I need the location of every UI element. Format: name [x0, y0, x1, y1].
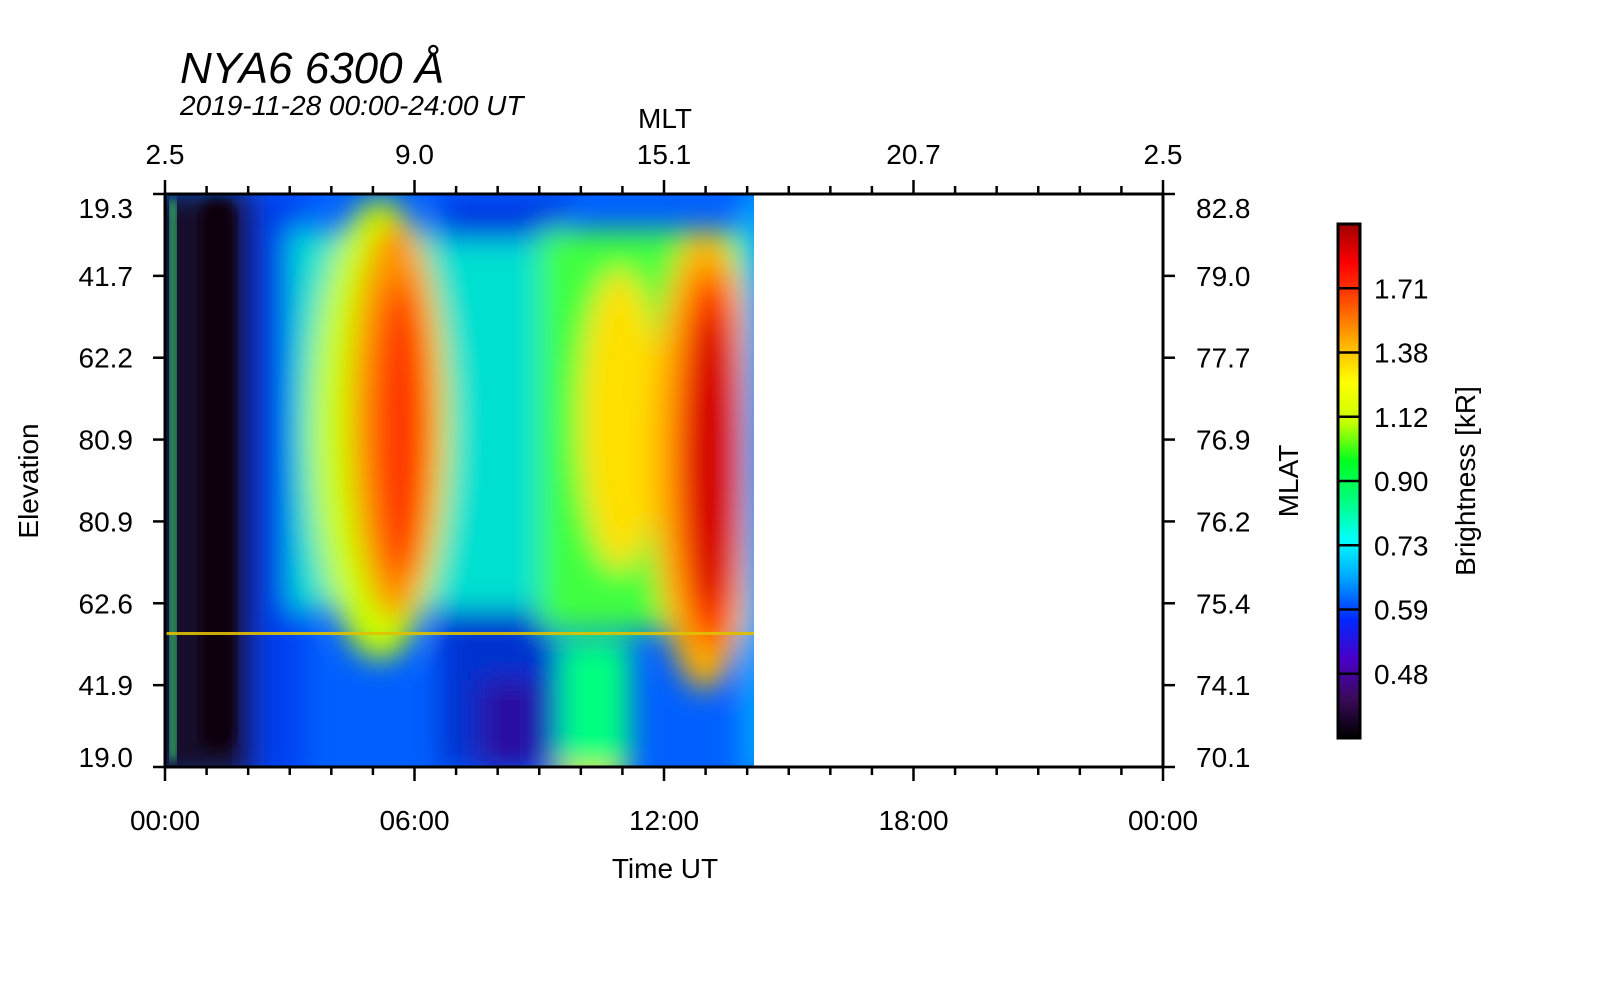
y-right-tick-label: 76.2 [1196, 506, 1251, 537]
axis-ticks [153, 180, 1175, 781]
colorbar-tick-label: 0.73 [1374, 530, 1429, 561]
colorbar-tick-label: 0.48 [1374, 659, 1429, 690]
y-right-tick-label: 79.0 [1196, 261, 1251, 292]
y-right-tick-label: 70.1 [1196, 742, 1251, 773]
x-axis-label: Time UT [612, 853, 718, 884]
y-tick-label: 80.9 [79, 425, 134, 456]
x-tick-label: 12:00 [629, 805, 699, 836]
y-tick-label: 19.0 [79, 742, 134, 773]
y-right-tick-label: 75.4 [1196, 588, 1251, 619]
y-tick-label: 62.2 [79, 343, 134, 374]
colorbar-tick-label: 0.90 [1374, 466, 1429, 497]
y-right-tick-label: 74.1 [1196, 670, 1251, 701]
y-axis-label: Elevation [13, 423, 44, 538]
y-right-axis-label: MLAT [1273, 445, 1304, 518]
x-top-tick-label: 9.0 [395, 139, 434, 170]
x-top-tick-label: 15.1 [637, 139, 692, 170]
colorbar-tick-label: 0.59 [1374, 595, 1429, 626]
colorbar-label: Brightness [kR] [1450, 386, 1481, 576]
y-right-tick-label: 82.8 [1196, 193, 1251, 224]
x-top-axis-label: MLT [638, 103, 692, 134]
x-tick-label: 00:00 [1128, 805, 1198, 836]
y-tick-label: 62.6 [79, 588, 134, 619]
y-right-tick-label: 77.7 [1196, 343, 1251, 374]
x-tick-label: 00:00 [130, 805, 200, 836]
y-right-tick-label: 76.9 [1196, 425, 1251, 456]
x-top-tick-label: 2.5 [1144, 139, 1183, 170]
colorbar-tick-label: 1.12 [1374, 402, 1429, 433]
y-tick-label: 19.3 [79, 193, 134, 224]
chart-subtitle: 2019-11-28 00:00-24:00 UT [180, 90, 524, 121]
colorbar: 1.71 1.38 1.12 0.90 0.73 0.59 0.48 [1336, 222, 1429, 740]
y-tick-label: 41.7 [79, 261, 134, 292]
heatmap-image [165, 194, 754, 767]
y-tick-label: 41.9 [79, 670, 134, 701]
x-tick-label: 06:00 [379, 805, 449, 836]
x-tick-label: 18:00 [878, 805, 948, 836]
colorbar-tick-label: 1.38 [1374, 338, 1429, 369]
colorbar-tick-label: 1.71 [1374, 273, 1429, 304]
x-top-tick-label: 20.7 [886, 139, 941, 170]
x-top-tick-label: 2.5 [146, 139, 185, 170]
y-tick-label: 80.9 [79, 506, 134, 537]
chart-title: NYA6 6300 Å [180, 44, 445, 93]
